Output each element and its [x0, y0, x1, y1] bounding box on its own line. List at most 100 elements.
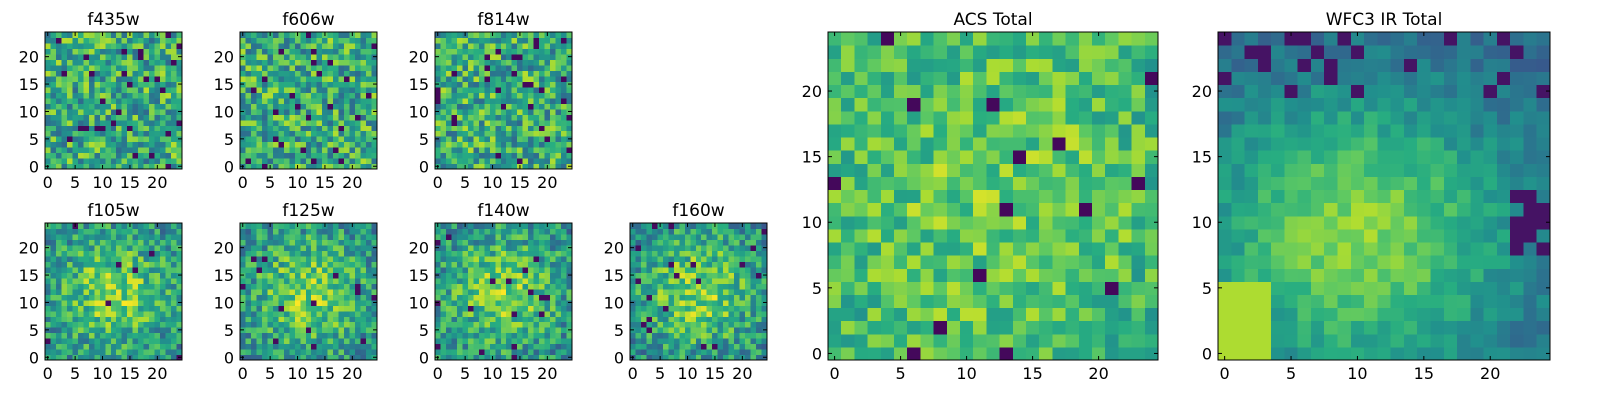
- heatmap-cell: [83, 272, 90, 279]
- heatmap-cell: [880, 255, 895, 269]
- heatmap-cell: [355, 354, 362, 361]
- heatmap-cell: [544, 294, 551, 301]
- heatmap-cell: [294, 305, 301, 312]
- heatmap-cell: [149, 321, 156, 328]
- heatmap-cell: [83, 294, 90, 301]
- heatmap-cell: [300, 277, 307, 284]
- heatmap-cell: [338, 163, 345, 170]
- heatmap-cell: [176, 310, 183, 317]
- heatmap-cell: [50, 114, 57, 121]
- heatmap-cell: [88, 349, 95, 356]
- heatmap-cell: [165, 332, 172, 339]
- heatmap-cell: [1052, 281, 1067, 295]
- heatmap-cell: [1052, 241, 1067, 256]
- heatmap-cell: [267, 103, 274, 110]
- heatmap-cell: [289, 338, 296, 345]
- heatmap-cell: [121, 354, 128, 361]
- heatmap-cell: [920, 189, 935, 204]
- heatmap-cell: [154, 316, 161, 323]
- heatmap-cell: [506, 130, 513, 137]
- heatmap-cell: [1026, 228, 1040, 243]
- heatmap-cell: [473, 310, 480, 317]
- heatmap-cell: [366, 233, 373, 241]
- heatmap-cell: [690, 354, 697, 361]
- heatmap-cell: [333, 233, 340, 241]
- heatmap-cell: [171, 244, 178, 251]
- heatmap-cell: [960, 281, 974, 295]
- heatmap-cell: [289, 310, 296, 317]
- heatmap-cell: [45, 64, 52, 71]
- heatmap-cell: [77, 354, 84, 361]
- heatmap-cell: [366, 42, 373, 50]
- heatmap-cell: [528, 37, 535, 44]
- heatmap-cell: [566, 152, 573, 159]
- heatmap-cell: [495, 53, 502, 60]
- heatmap-cell: [522, 64, 529, 71]
- heatmap-cell: [267, 233, 274, 241]
- heatmap-cell: [99, 250, 106, 257]
- heatmap-cell: [555, 310, 562, 317]
- heatmap-cell: [495, 349, 502, 356]
- heatmap-cell: [138, 239, 145, 246]
- heatmap-cell: [88, 75, 95, 82]
- heatmap-cell: [165, 75, 172, 82]
- heatmap-cell: [55, 53, 63, 60]
- heatmap-cell: [550, 158, 557, 165]
- heatmap-cell: [316, 97, 323, 104]
- heatmap-cell: [360, 272, 367, 279]
- heatmap-cell: [506, 354, 513, 361]
- heatmap-cell: [316, 338, 323, 345]
- heatmap-cell: [717, 239, 724, 246]
- heatmap-cell: [344, 163, 351, 170]
- heatmap-cell: [160, 228, 167, 235]
- heatmap-cell: [283, 288, 290, 295]
- heatmap-cell: [99, 70, 106, 77]
- heatmap-cell: [83, 152, 90, 159]
- heatmap-cell: [333, 64, 340, 71]
- heatmap-cell: [110, 81, 117, 88]
- heatmap-cell: [539, 42, 546, 50]
- x-tick-label: 15: [510, 364, 530, 383]
- heatmap-cell: [45, 239, 52, 246]
- heatmap-cell: [116, 97, 123, 104]
- heatmap-cell: [138, 288, 145, 295]
- heatmap-cell: [278, 272, 285, 279]
- heatmap-cell: [256, 250, 263, 257]
- heatmap-cell: [690, 233, 697, 241]
- heatmap-cell: [506, 48, 513, 55]
- heatmap-cell: [500, 272, 507, 279]
- heatmap-cell: [517, 114, 524, 121]
- y-tick-label: 20: [409, 48, 429, 67]
- heatmap-cell: [462, 64, 469, 71]
- heatmap-cell: [349, 64, 356, 71]
- heatmap-cell: [973, 281, 987, 295]
- heatmap-cell: [550, 37, 557, 44]
- heatmap-cell: [77, 255, 84, 262]
- heatmap-cell: [267, 141, 274, 148]
- heatmap-cell: [495, 70, 502, 77]
- heatmap-cell: [278, 250, 285, 257]
- heatmap-cell: [272, 305, 279, 312]
- heatmap-cell: [500, 305, 507, 312]
- heatmap-cell: [690, 261, 697, 268]
- heatmap-cell: [728, 255, 735, 262]
- heatmap-cell: [349, 349, 356, 356]
- heatmap-cell: [867, 228, 882, 243]
- heatmap-cell: [371, 239, 378, 246]
- heatmap-cell: [99, 103, 106, 110]
- heatmap-cell: [668, 316, 675, 323]
- heatmap-cell: [506, 272, 513, 279]
- heatmap-cell: [555, 48, 562, 55]
- heatmap-cell: [160, 136, 167, 143]
- heatmap-cell: [121, 294, 128, 301]
- heatmap-cell: [712, 272, 719, 279]
- heatmap-cell: [240, 70, 247, 77]
- heatmap-cell: [149, 97, 156, 104]
- x-tick-label: 5: [265, 173, 275, 192]
- heatmap-cell: [640, 228, 648, 235]
- heatmap-cell: [138, 233, 145, 241]
- heatmap-cell: [327, 277, 334, 284]
- heatmap-cell: [160, 288, 167, 295]
- heatmap-cell: [462, 321, 469, 328]
- heatmap-cell: [116, 130, 123, 137]
